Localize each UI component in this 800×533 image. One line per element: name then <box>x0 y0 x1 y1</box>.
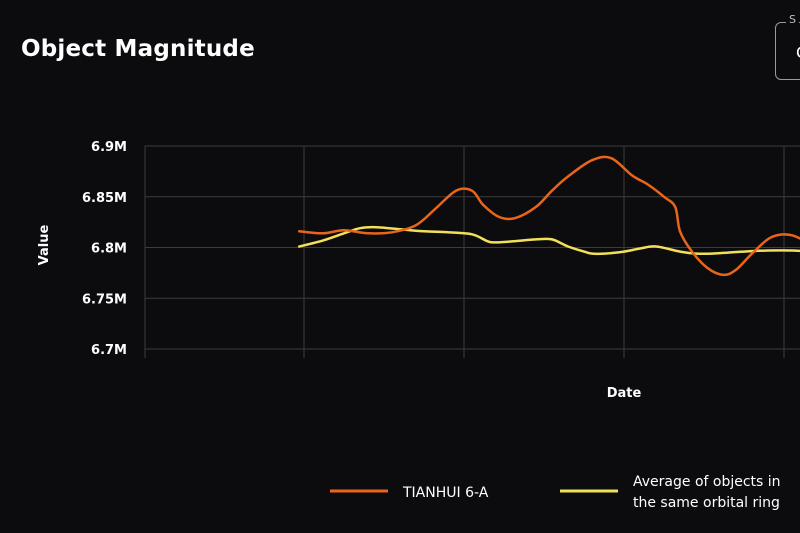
grid-lines <box>144 145 800 358</box>
x-axis-label: Date <box>607 386 642 401</box>
legend-label-series-2-line-2: the same orbital ring <box>633 495 780 511</box>
legend-label-series-2: Average of objects in the same orbital r… <box>633 474 785 511</box>
y-tick-label: 6.8M <box>91 242 127 257</box>
y-tick-label: 6.9M <box>91 140 127 155</box>
y-tick-label: 6.85M <box>82 191 127 206</box>
series-line-2 <box>297 225 800 256</box>
y-axis-ticks: 6.9M 6.85M 6.8M 6.75M 6.7M <box>82 140 127 358</box>
legend: TIANHUI 6-A Average of objects in the sa… <box>330 474 785 511</box>
series-line-1 <box>297 155 800 277</box>
series-select-label: S <box>786 13 799 26</box>
y-tick-label: 6.7M <box>91 343 127 358</box>
series-select-value: C <box>796 43 800 62</box>
legend-label-series-1: TIANHUI 6-A <box>402 485 489 501</box>
series-select[interactable]: S C <box>775 13 800 80</box>
legend-label-series-2-line-1: Average of objects in <box>633 474 781 490</box>
y-axis-label: Value <box>37 224 52 265</box>
legend-item-series-1[interactable]: TIANHUI 6-A <box>330 485 489 501</box>
page-title: Object Magnitude <box>21 36 255 62</box>
y-tick-label: 6.75M <box>82 292 127 307</box>
series-lines <box>297 155 800 277</box>
legend-item-series-2[interactable]: Average of objects in the same orbital r… <box>560 474 785 511</box>
